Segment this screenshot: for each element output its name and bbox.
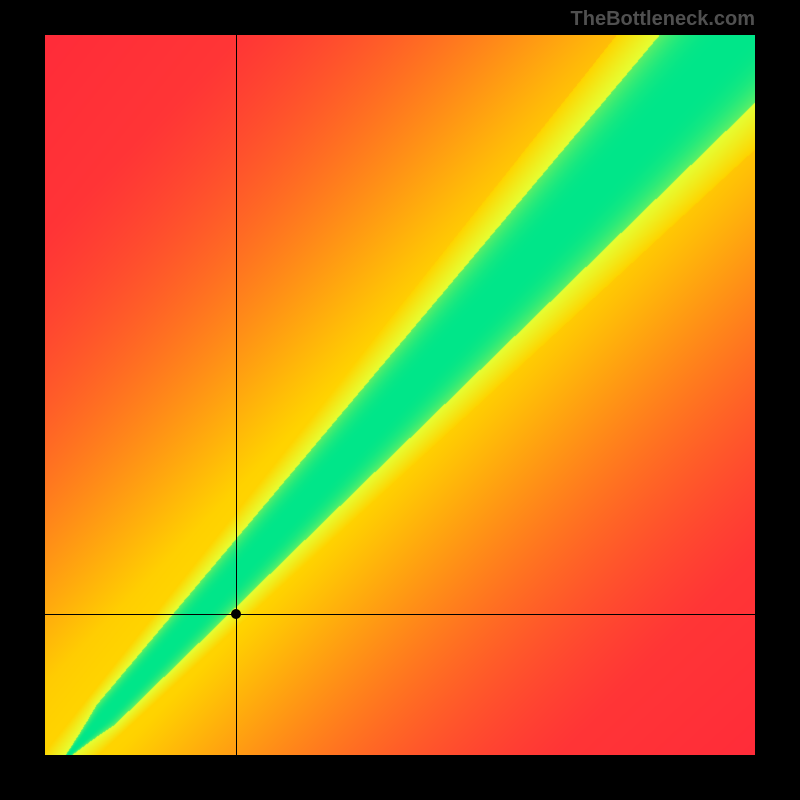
heatmap-canvas	[45, 35, 755, 755]
crosshair-vertical	[236, 35, 237, 755]
heatmap-plot	[45, 35, 755, 755]
crosshair-marker	[231, 609, 241, 619]
crosshair-horizontal	[45, 614, 755, 615]
watermark-text: TheBottleneck.com	[571, 8, 755, 31]
